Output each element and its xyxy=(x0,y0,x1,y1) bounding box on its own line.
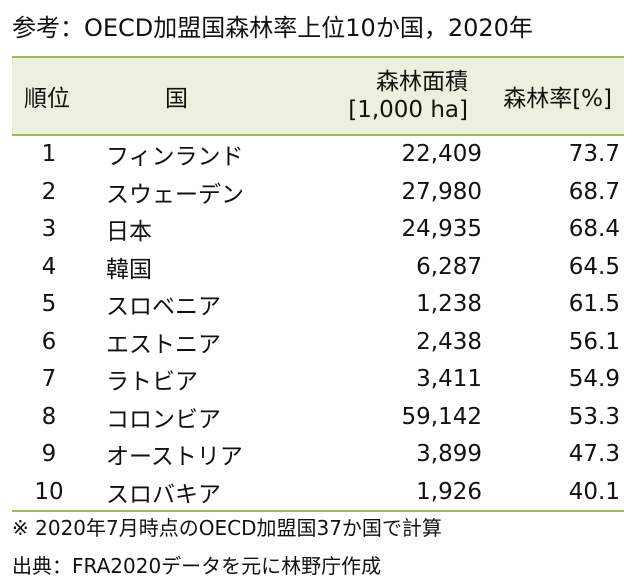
rank-cell: 7 xyxy=(12,360,96,399)
forest-area-cell: 3,411 xyxy=(312,360,482,399)
forest-ranking-table: 順位 国 森林面積 [1,000 ha] 森林率[%] 1 フィンランド 22,40… xyxy=(12,56,624,512)
source-note: 出典：FRA2020データを元に林野庁作成 xyxy=(12,554,382,578)
forest-rate-cell: 73.7 xyxy=(482,135,624,174)
forest-rate-cell: 68.4 xyxy=(482,210,624,249)
forest-rate-cell: 64.5 xyxy=(482,248,624,286)
country-cell: 日本 xyxy=(96,210,312,249)
forest-rate-cell: 47.3 xyxy=(482,435,624,474)
rank-cell: 2 xyxy=(12,173,96,211)
country-cell: 韓国 xyxy=(96,248,312,286)
country-cell: スロバキア xyxy=(96,473,312,512)
rank-cell: 6 xyxy=(12,323,96,361)
table-row: 6 エストニア 2,438 56.1 xyxy=(12,323,624,361)
header-rank: 順位 xyxy=(12,56,96,136)
header-forest-area-unit: [1,000 ha] xyxy=(348,97,468,123)
table-row: 1 フィンランド 22,409 73.7 xyxy=(12,135,624,174)
header-forest-rate: 森林率[%] xyxy=(482,56,624,136)
forest-area-cell: 24,935 xyxy=(312,210,482,249)
table-row: 2 スウェーデン 27,980 68.7 xyxy=(12,173,624,211)
forest-area-cell: 1,238 xyxy=(312,285,482,324)
forest-rate-cell: 61.5 xyxy=(482,285,624,324)
country-cell: エストニア xyxy=(96,323,312,361)
country-cell: ラトビア xyxy=(96,360,312,399)
table-row: 4 韓国 6,287 64.5 xyxy=(12,248,624,286)
rank-cell: 5 xyxy=(12,285,96,324)
page-title: 参考：OECD加盟国森林率上位10か国，2020年 xyxy=(12,14,533,42)
forest-rate-cell: 40.1 xyxy=(482,473,624,512)
table-row: 3 日本 24,935 68.4 xyxy=(12,210,624,249)
rank-cell: 1 xyxy=(12,135,96,174)
country-cell: フィンランド xyxy=(96,135,312,174)
forest-rate-cell: 68.7 xyxy=(482,173,624,211)
forest-area-cell: 6,287 xyxy=(312,248,482,286)
rank-cell: 10 xyxy=(12,473,96,512)
forest-area-cell: 2,438 xyxy=(312,323,482,361)
country-cell: コロンビア xyxy=(96,398,312,436)
forest-rate-cell: 54.9 xyxy=(482,360,624,399)
country-cell: オーストリア xyxy=(96,435,312,474)
country-cell: スウェーデン xyxy=(96,173,312,211)
forest-rate-cell: 53.3 xyxy=(482,398,624,436)
rank-cell: 9 xyxy=(12,435,96,474)
forest-area-cell: 59,142 xyxy=(312,398,482,436)
table-row: 10 スロバキア 1,926 40.1 xyxy=(12,473,624,512)
forest-rate-cell: 56.1 xyxy=(482,323,624,361)
forest-area-cell: 1,926 xyxy=(312,473,482,512)
table-row: 8 コロンビア 59,142 53.3 xyxy=(12,398,624,436)
forest-area-cell: 3,899 xyxy=(312,435,482,474)
forest-area-cell: 27,980 xyxy=(312,173,482,211)
forest-area-cell: 22,409 xyxy=(312,135,482,174)
rank-cell: 4 xyxy=(12,248,96,286)
rank-cell: 8 xyxy=(12,398,96,436)
footnote: ※ 2020年7月時点のOECD加盟国37か国で計算 xyxy=(12,516,442,540)
header-country: 国 xyxy=(96,56,312,136)
country-cell: スロベニア xyxy=(96,285,312,324)
table-row: 5 スロベニア 1,238 61.5 xyxy=(12,285,624,324)
table-row: 7 ラトビア 3,411 54.9 xyxy=(12,360,624,399)
rank-cell: 3 xyxy=(12,210,96,249)
table-header-row: 順位 国 森林面積 [1,000 ha] 森林率[%] xyxy=(12,56,624,136)
header-forest-area: 森林面積 [1,000 ha] xyxy=(312,56,482,136)
header-forest-area-line1: 森林面積 xyxy=(376,69,468,95)
table-row: 9 オーストリア 3,899 47.3 xyxy=(12,435,624,474)
